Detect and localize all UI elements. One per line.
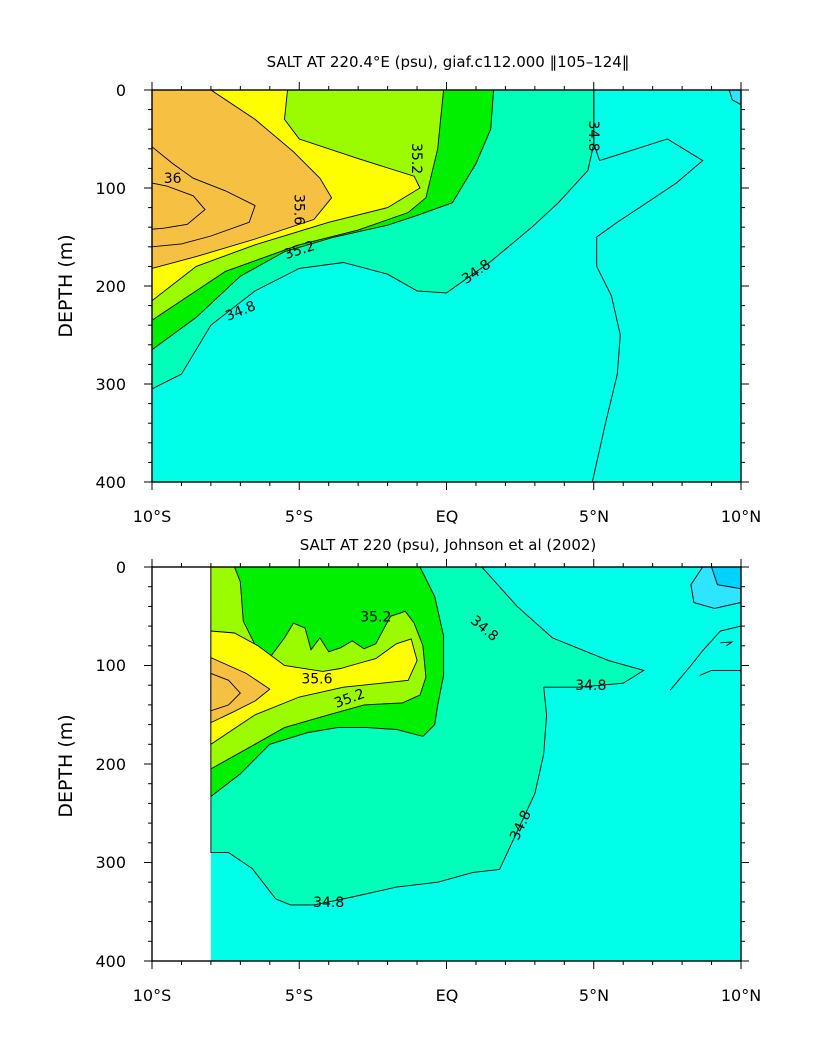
contour-value-label: 34.8 xyxy=(585,120,601,151)
panel-model-title: SALT AT 220.4°E (psu), giaf.c112.000 ‖10… xyxy=(267,53,630,71)
panel-model-contour-lines xyxy=(591,90,704,483)
contour-line xyxy=(591,90,704,483)
panel-observed: SALT AT 220 (psu), Johnson et al (2002) … xyxy=(55,536,761,1005)
panel-model-y-axis-label: DEPTH (m) xyxy=(55,234,77,337)
panel-model-y-tick: 100 xyxy=(95,179,126,198)
contour-value-label: 35.6 xyxy=(301,671,332,687)
contour-region-36-2 xyxy=(151,182,206,230)
panel-model-ticks xyxy=(144,82,749,490)
panel-model-x-tick: EQ xyxy=(436,507,459,526)
contour-line xyxy=(669,625,742,691)
contour-value-label: 35.2 xyxy=(408,143,424,174)
panel-observed-contour-fills xyxy=(210,566,742,961)
panel-model-y-tick: 200 xyxy=(95,277,126,296)
contour-line xyxy=(720,641,734,647)
panel-observed-contour-lines xyxy=(669,625,742,691)
panel-observed-x-tick: 10°N xyxy=(721,986,761,1005)
panel-model-y-tick: 300 xyxy=(95,375,126,394)
panel-observed-x-tick: 10°S xyxy=(133,986,172,1005)
panel-observed-y-axis-label: DEPTH (m) xyxy=(55,714,77,817)
panel-observed-x-tick: EQ xyxy=(436,986,459,1005)
contour-line xyxy=(699,669,741,676)
panel-model-x-tick: 10°N xyxy=(721,507,761,526)
panel-observed-ticks xyxy=(144,559,749,969)
contour-value-label: 35.2 xyxy=(360,609,391,625)
panel-model-x-tick: 5°S xyxy=(285,507,313,526)
contour-value-label: 35.6 xyxy=(290,194,306,225)
panel-observed-y-tick: 200 xyxy=(95,755,126,774)
contour-region-35-4 xyxy=(210,630,418,746)
contour-value-label: 36 xyxy=(164,171,182,187)
panel-observed-x-tick: 5°N xyxy=(579,986,609,1005)
panel-model-contour-fills xyxy=(151,89,742,482)
panel-observed-y-tick: 0 xyxy=(116,558,126,577)
panel-observed-x-tick: 5°S xyxy=(285,986,313,1005)
contour-value-label: 34.8 xyxy=(313,895,344,911)
panel-model-y-tick: 0 xyxy=(116,81,126,100)
panel-model-x-tick: 5°N xyxy=(579,507,609,526)
panel-observed-y-tick: 100 xyxy=(95,656,126,675)
panel-observed-title: SALT AT 220 (psu), Johnson et al (2002) xyxy=(300,536,597,554)
panel-model-x-tick: 10°S xyxy=(133,507,172,526)
panel-observed-y-tick: 400 xyxy=(95,952,126,971)
panel-observed-y-tick: 300 xyxy=(95,853,126,872)
contour-value-label: 34.8 xyxy=(575,678,606,694)
panel-model-y-tick: 400 xyxy=(95,473,126,492)
panel-model: SALT AT 220.4°E (psu), giaf.c112.000 ‖10… xyxy=(55,53,761,526)
contour-region-36 xyxy=(210,672,241,712)
